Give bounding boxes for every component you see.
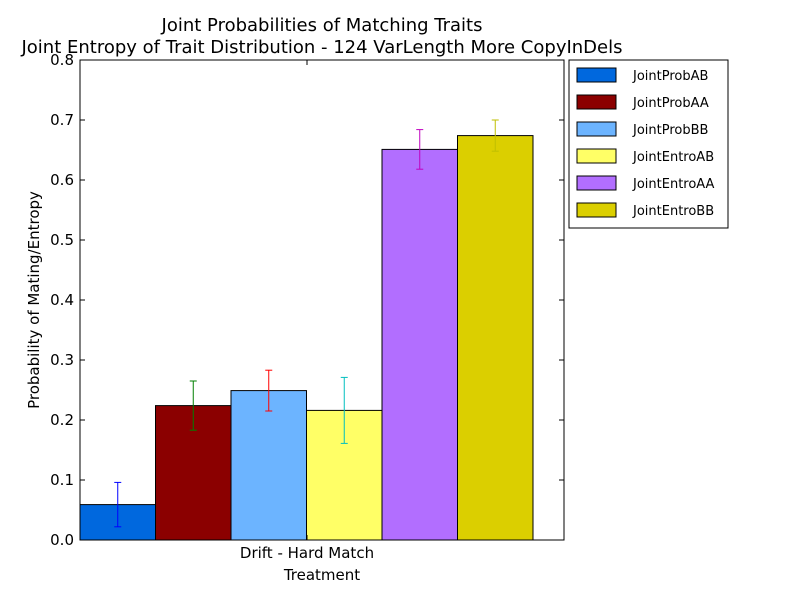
bar-jointentroaa: [381, 148, 458, 541]
legend: JointProbAB JointProbAA JointProbBB JointEn…: [568, 59, 729, 229]
bar-jointentrobb: [457, 135, 534, 541]
bar-jointprobbb: [230, 390, 307, 541]
legend-item-jointentroab: JointEntroAB: [576, 148, 714, 165]
y-tick-label: 0.7: [50, 111, 74, 129]
legend-item-jointprobab: JointProbAB: [576, 67, 708, 84]
chart-subtitle: Joint Entropy of Trait Distribution - 12…: [20, 37, 622, 58]
error-bar-jointprobaa: [189, 380, 197, 431]
error-bar-jointentrobb: [491, 119, 499, 152]
y-axis-ticks: 0.0 0.1 0.2 0.3 0.4 0.5 0.6 0.7 0.8: [50, 51, 564, 549]
legend-swatch: [576, 121, 617, 137]
error-bar-jointentroaa: [416, 129, 424, 170]
legend-item-jointentrobb: JointEntroBB: [576, 202, 714, 219]
y-tick-label: 0.5: [50, 231, 74, 249]
y-tick-label: 0.3: [50, 351, 74, 369]
legend-label: JointEntroAB: [632, 150, 714, 165]
y-tick-label: 0.1: [50, 471, 74, 489]
legend-item-jointprobaa: JointProbAA: [576, 94, 709, 111]
y-axis-label: Probability of Mating/Entropy: [25, 191, 43, 409]
x-tick-label: Drift - Hard Match: [240, 544, 374, 562]
chart-title: Joint Probabilities of Matching Traits: [161, 15, 483, 36]
x-axis-label: Treatment: [283, 566, 360, 584]
legend-swatch: [576, 67, 617, 83]
y-tick-label: 0.8: [50, 51, 74, 69]
error-bar-jointprobab: [114, 481, 122, 528]
legend-label: JointProbAB: [632, 69, 708, 84]
legend-label: JointProbAA: [632, 96, 709, 111]
legend-swatch: [576, 94, 617, 110]
error-bar-jointentroab: [340, 376, 348, 444]
y-tick-label: 0.4: [50, 291, 74, 309]
legend-label: JointEntroAA: [632, 177, 715, 192]
legend-swatch: [576, 175, 617, 191]
error-bar-jointprobbb: [265, 369, 273, 412]
legend-label: JointProbBB: [632, 123, 708, 138]
y-tick-label: 0.0: [50, 531, 74, 549]
legend-frame: [568, 59, 729, 229]
legend-item-jointentroaa: JointEntroAA: [576, 175, 715, 192]
legend-swatch: [576, 148, 617, 164]
x-axis-ticks: Drift - Hard Match: [240, 60, 374, 562]
error-bars-group: [114, 119, 499, 528]
legend-swatch: [576, 202, 617, 218]
legend-item-jointprobbb: JointProbBB: [576, 121, 708, 138]
y-tick-label: 0.6: [50, 171, 74, 189]
bars-group: [79, 135, 534, 541]
y-tick-label: 0.2: [50, 411, 74, 429]
legend-label: JointEntroBB: [632, 204, 714, 219]
